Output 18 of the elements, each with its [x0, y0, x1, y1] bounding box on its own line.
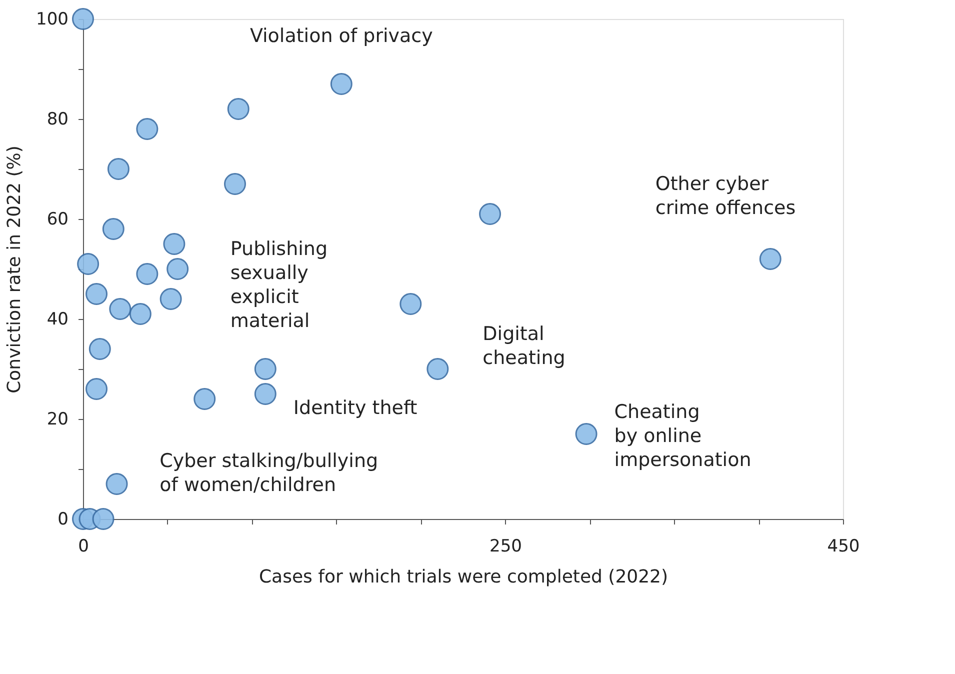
x-tick-label: 250	[489, 536, 522, 556]
annotation: Cyber stalking/bullying of women/children	[160, 450, 378, 496]
annotation: Identity theft	[293, 397, 418, 419]
y-tick-label: 20	[46, 410, 68, 430]
annotation: Violation of privacy	[250, 25, 433, 47]
annotation: Publishing sexually explicit material	[230, 238, 328, 332]
y-tick-label: 0	[58, 510, 68, 530]
y-axis-title: Conviction rate in 2022 (%)	[4, 146, 26, 394]
annotation: Digital cheating	[482, 323, 566, 369]
annotation: Other cyber crime offences	[655, 173, 796, 219]
annotation: Cheating by online impersonation	[614, 401, 752, 471]
y-tick-label: 100	[36, 10, 68, 30]
y-tick-label: 80	[46, 110, 68, 130]
y-tick-label: 40	[46, 310, 68, 330]
x-tick-label: 450	[827, 536, 860, 556]
x-axis-title: Cases for which trials were completed (2022)	[258, 566, 668, 588]
y-tick-label: 60	[46, 210, 68, 230]
x-tick-label: 0	[78, 536, 89, 556]
